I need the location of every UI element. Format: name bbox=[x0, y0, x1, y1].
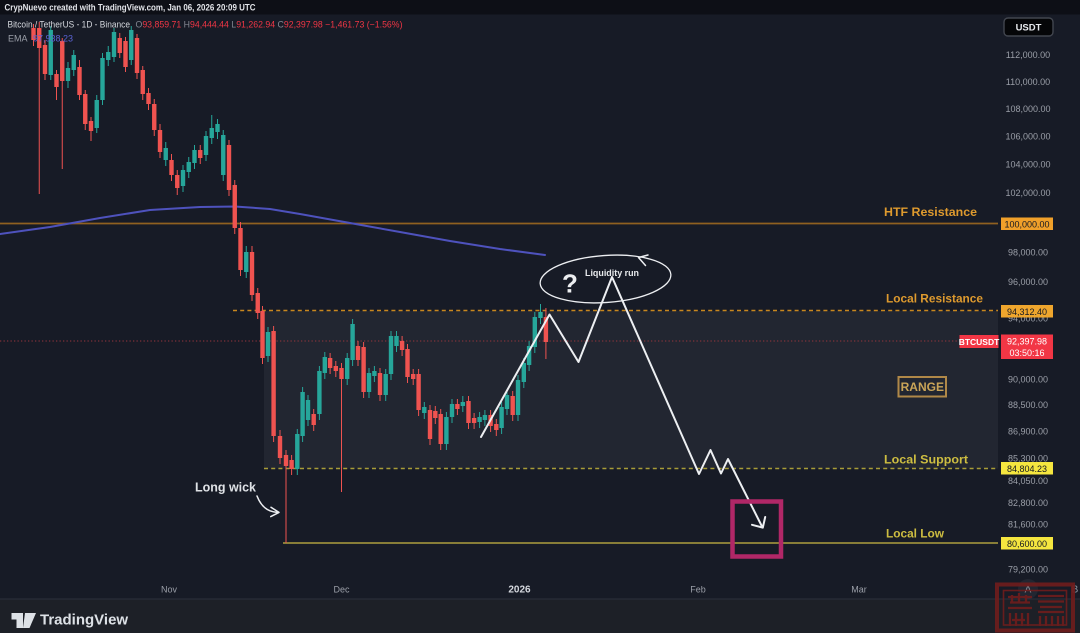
svg-text:81,600.00: 81,600.00 bbox=[1008, 520, 1048, 530]
svg-text:03:50:16: 03:50:16 bbox=[1009, 348, 1044, 358]
svg-text:CrypNuevo created with Trading: CrypNuevo created with TradingView.com, … bbox=[5, 3, 257, 13]
svg-text:Local Support: Local Support bbox=[884, 453, 968, 467]
svg-text:86,900.00: 86,900.00 bbox=[1008, 427, 1048, 437]
svg-text:Liquidity run: Liquidity run bbox=[585, 268, 639, 278]
svg-text:?: ? bbox=[562, 269, 578, 299]
svg-text:Local Resistance: Local Resistance bbox=[886, 292, 983, 306]
svg-text:112,000.00: 112,000.00 bbox=[1006, 50, 1050, 60]
svg-text:110,000.00: 110,000.00 bbox=[1006, 77, 1050, 87]
svg-text:84,804.23: 84,804.23 bbox=[1007, 464, 1047, 474]
svg-text:96,000.00: 96,000.00 bbox=[1008, 277, 1048, 287]
svg-text:O93,859.71 H94,444.44 L91,262.: O93,859.71 H94,444.44 L91,262.94 C92,397… bbox=[136, 20, 403, 30]
svg-text:HTF Resistance: HTF Resistance bbox=[884, 205, 977, 219]
svg-text:Local Low: Local Low bbox=[886, 527, 945, 541]
svg-text:97,938.23: 97,938.23 bbox=[33, 34, 73, 44]
svg-text:Dec: Dec bbox=[333, 585, 350, 595]
svg-text:BTCUSDT: BTCUSDT bbox=[959, 337, 1000, 347]
svg-text:USDT: USDT bbox=[1016, 23, 1042, 34]
svg-text:100,000.00: 100,000.00 bbox=[1004, 219, 1049, 229]
svg-text:TradingView: TradingView bbox=[40, 612, 128, 629]
svg-text:104,000.00: 104,000.00 bbox=[1005, 160, 1050, 170]
svg-text:108,000.00: 108,000.00 bbox=[1005, 104, 1050, 114]
svg-text:EMA: EMA bbox=[8, 34, 28, 44]
svg-text:84,050.00: 84,050.00 bbox=[1008, 476, 1048, 486]
svg-text:Nov: Nov bbox=[161, 585, 178, 595]
svg-text:Feb: Feb bbox=[690, 585, 706, 595]
svg-text:90,000.00: 90,000.00 bbox=[1008, 375, 1048, 385]
svg-text:Long wick: Long wick bbox=[195, 481, 256, 495]
svg-text:B: B bbox=[1072, 585, 1079, 596]
svg-text:Mar: Mar bbox=[851, 585, 867, 595]
svg-text:80,600.00: 80,600.00 bbox=[1007, 539, 1047, 549]
svg-text:94,312.40: 94,312.40 bbox=[1007, 307, 1047, 317]
svg-text:102,000.00: 102,000.00 bbox=[1005, 188, 1050, 198]
svg-text:98,000.00: 98,000.00 bbox=[1008, 248, 1048, 258]
svg-text:RANGE: RANGE bbox=[901, 380, 944, 394]
svg-text:92,397.98: 92,397.98 bbox=[1007, 336, 1047, 346]
svg-text:85,300.00: 85,300.00 bbox=[1008, 454, 1048, 464]
svg-text:94,000.00: 94,000.00 bbox=[1008, 314, 1048, 324]
svg-text:2026: 2026 bbox=[508, 585, 531, 596]
svg-text:Bitcoin / TetherUS - 1D - Bina: Bitcoin / TetherUS - 1D - Binance bbox=[8, 20, 131, 30]
svg-text:106,000.00: 106,000.00 bbox=[1005, 132, 1050, 142]
svg-text:82,800.00: 82,800.00 bbox=[1008, 498, 1048, 508]
svg-text:88,500.00: 88,500.00 bbox=[1008, 400, 1048, 410]
svg-text:79,200.00: 79,200.00 bbox=[1008, 565, 1048, 575]
